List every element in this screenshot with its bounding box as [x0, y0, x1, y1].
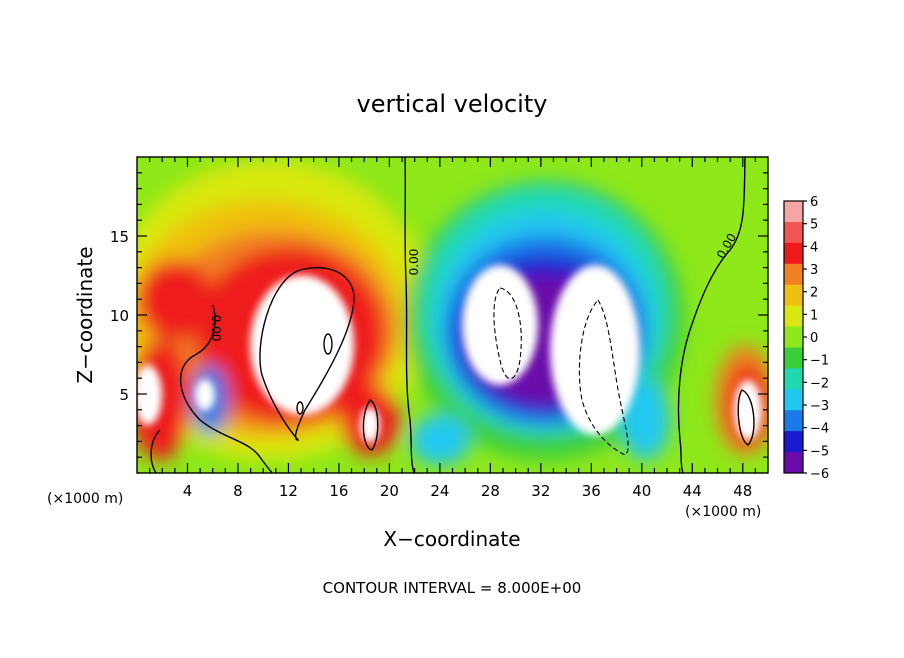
- x-axis: 4 8 12 16 20 24 28 32 36 40 44 48: [149, 157, 756, 500]
- colorbar-swatch: [784, 347, 803, 369]
- colorbar-label: −6: [810, 467, 829, 482]
- colorbar-label: 0: [810, 331, 818, 346]
- y-tick-label: 10: [110, 307, 129, 325]
- y-tick-label: 5: [119, 386, 129, 404]
- y-axis-label: Z−coordinate: [73, 246, 97, 383]
- colorbar-label: −1: [810, 354, 829, 369]
- y-tick-label: 15: [110, 228, 129, 246]
- x-unit-left: (×1000 m): [47, 491, 123, 507]
- x-tick-label: 48: [733, 482, 752, 500]
- x-tick-label: 28: [481, 482, 500, 500]
- colorbar-label: 5: [810, 218, 818, 233]
- colorbar-swatch: [784, 263, 803, 286]
- x-tick-label: 12: [279, 482, 298, 500]
- contour-lines: [150, 157, 755, 473]
- colorbar-swatch: [784, 431, 803, 453]
- x-tick-label: 44: [683, 482, 702, 500]
- colorbar-label: 1: [810, 308, 818, 323]
- colorbar-swatch: [784, 389, 803, 411]
- colorbar-swatch: [784, 305, 803, 328]
- colorbar-label: −4: [810, 422, 829, 437]
- colorbar-swatch: [784, 201, 803, 223]
- x-tick-label: 8: [233, 482, 243, 500]
- chart-title: vertical velocity: [357, 90, 548, 118]
- x-tick-label: 32: [531, 482, 550, 500]
- colorbar-swatch: [784, 242, 803, 265]
- colorbar-label: −5: [810, 444, 829, 459]
- contour-interval-note: CONTOUR INTERVAL = 8.000E+00: [323, 579, 582, 597]
- colorbar-swatch: [784, 326, 803, 348]
- x-tick-label: 40: [632, 482, 651, 500]
- colorbar-swatch: [784, 410, 803, 432]
- colorbar-label: −2: [810, 376, 829, 391]
- colorbar-swatch: [784, 452, 803, 474]
- colorbar-label: −3: [810, 399, 829, 414]
- colorbar-label: 2: [810, 286, 818, 301]
- x-tick-label: 24: [430, 482, 449, 500]
- x-tick-label: 4: [183, 482, 193, 500]
- colorbar-swatch: [784, 221, 803, 244]
- x-tick-label: 20: [380, 482, 399, 500]
- colorbar-label: 6: [810, 195, 818, 210]
- x-axis-label: X−coordinate: [383, 527, 520, 551]
- heatmap-field: [137, 157, 768, 473]
- colorbar: 6 5 4 3 2 1 0 −1 −2 −3 −4 −5 −6: [783, 195, 829, 482]
- colorbar-swatch: [784, 284, 803, 307]
- colorbar-label: 4: [810, 240, 818, 255]
- x-tick-label: 16: [329, 482, 348, 500]
- contour-label: 0.00: [407, 249, 421, 276]
- x-tick-label: 36: [582, 482, 601, 500]
- colorbar-label: 3: [810, 263, 818, 278]
- x-unit-right: (×1000 m): [685, 504, 761, 520]
- colorbar-swatch: [784, 368, 803, 390]
- y-axis: 5 10 15: [110, 172, 768, 458]
- contour-label: 0.00: [209, 315, 223, 342]
